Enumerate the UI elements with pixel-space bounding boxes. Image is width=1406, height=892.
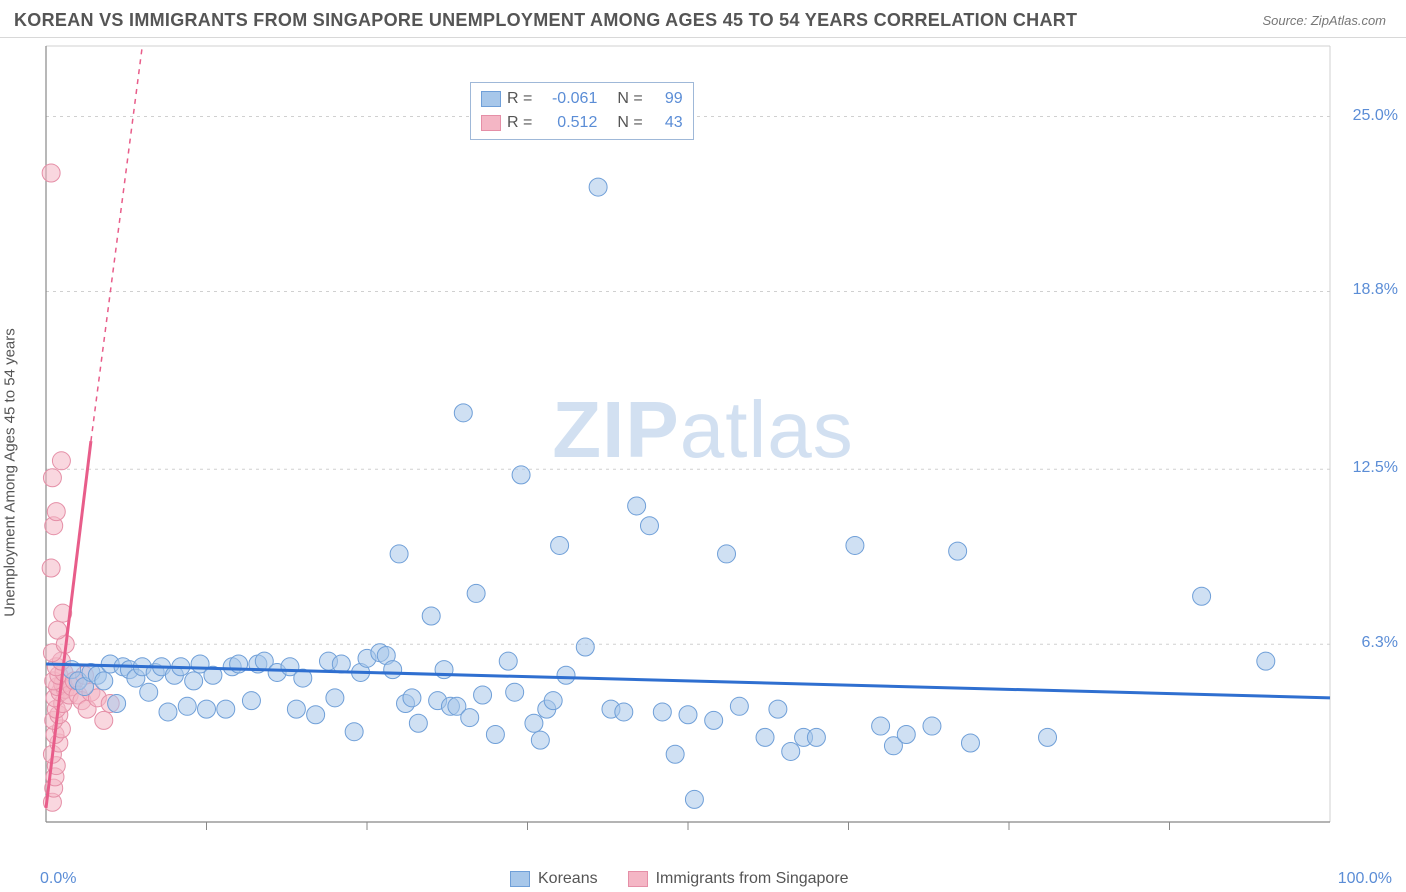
legend-series-label: Koreans bbox=[538, 870, 598, 888]
r-value: -0.061 bbox=[542, 90, 597, 108]
y-axis-label: Unemployment Among Ages 45 to 54 years bbox=[2, 328, 19, 617]
source-label: Source: ZipAtlas.com bbox=[1262, 13, 1386, 28]
legend-swatch bbox=[628, 871, 648, 887]
correlation-legend: R = -0.061 N = 99 R = 0.512 N = 43 bbox=[470, 82, 694, 140]
n-label: N = bbox=[617, 114, 642, 132]
series-legend: Koreans Immigrants from Singapore bbox=[510, 870, 849, 888]
r-label: R = bbox=[507, 90, 532, 108]
n-label: N = bbox=[617, 90, 642, 108]
x-axis-max-label: 100.0% bbox=[1338, 870, 1392, 888]
y-tick-label: 18.8% bbox=[1353, 281, 1398, 299]
y-tick-label: 6.3% bbox=[1362, 634, 1398, 652]
y-tick-label: 25.0% bbox=[1353, 107, 1398, 125]
r-label: R = bbox=[507, 114, 532, 132]
legend-series-item: Immigrants from Singapore bbox=[628, 870, 849, 888]
legend-swatch bbox=[481, 91, 501, 107]
n-value: 43 bbox=[653, 114, 683, 132]
r-value: 0.512 bbox=[542, 114, 597, 132]
n-value: 99 bbox=[653, 90, 683, 108]
chart-container: Unemployment Among Ages 45 to 54 years Z… bbox=[0, 38, 1406, 890]
legend-swatch bbox=[510, 871, 530, 887]
legend-stat-row: R = -0.061 N = 99 bbox=[481, 87, 683, 111]
legend-swatch bbox=[481, 115, 501, 131]
legend-stat-row: R = 0.512 N = 43 bbox=[481, 111, 683, 135]
legend-series-label: Immigrants from Singapore bbox=[656, 870, 849, 888]
legend-series-item: Koreans bbox=[510, 870, 598, 888]
scatter-plot bbox=[40, 42, 1390, 852]
chart-title: KOREAN VS IMMIGRANTS FROM SINGAPORE UNEM… bbox=[14, 10, 1077, 31]
y-tick-label: 12.5% bbox=[1353, 459, 1398, 477]
x-axis-min-label: 0.0% bbox=[40, 870, 76, 888]
